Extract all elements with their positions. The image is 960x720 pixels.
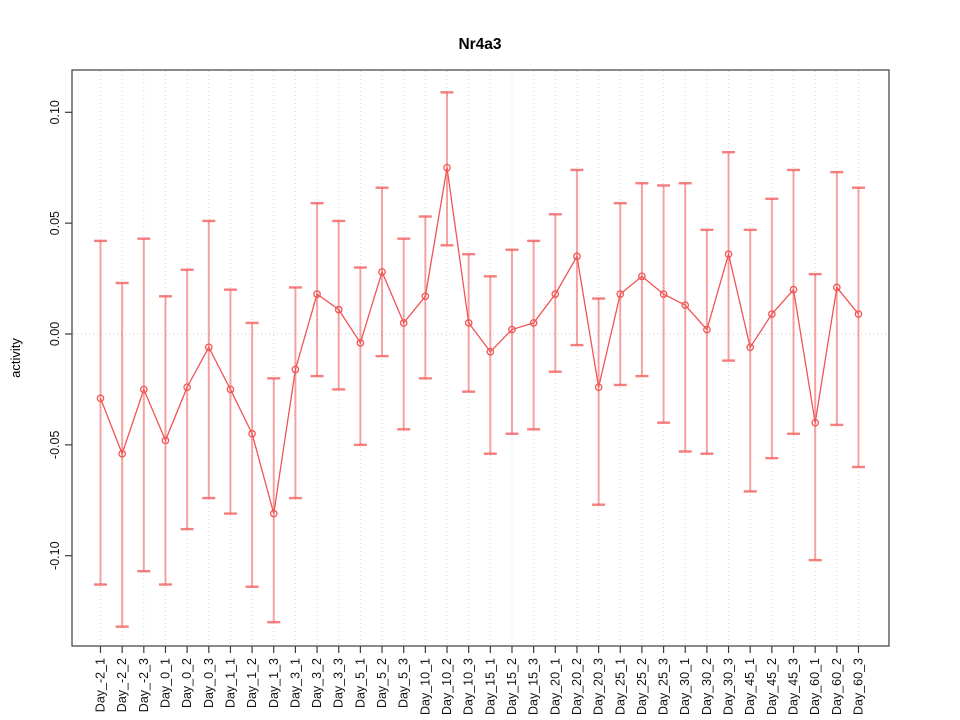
data-point-marker <box>334 305 343 314</box>
data-point-marker <box>616 290 625 298</box>
y-tick-label: 0.05 <box>48 211 62 235</box>
x-category-label: Day_20_2 <box>570 658 584 715</box>
data-point-marker <box>313 290 321 298</box>
x-category-label: Day_60_1 <box>808 658 822 715</box>
data-point-marker <box>421 292 430 301</box>
x-category-label: Day_1_1 <box>223 658 237 708</box>
x-category-label: Day_10_3 <box>462 658 476 715</box>
series-layer <box>96 163 863 518</box>
x-category-label: Day_0_2 <box>180 658 194 708</box>
data-point-marker <box>378 268 386 276</box>
data-point-marker <box>638 272 646 281</box>
y-tick-label: 0.00 <box>48 322 62 346</box>
x-category-label: Day_5_3 <box>397 658 411 708</box>
data-point-marker <box>399 319 408 327</box>
x-category-label: Day_-2_3 <box>137 658 151 712</box>
data-point-marker <box>789 285 798 294</box>
data-point-marker <box>269 509 278 518</box>
x-category-label: Day_3_2 <box>310 658 324 708</box>
data-point-marker <box>161 436 170 445</box>
data-point-marker <box>486 347 495 356</box>
x-category-label: Day_15_3 <box>527 658 541 715</box>
x-category-label: Day_60_3 <box>851 658 865 715</box>
data-point-marker <box>811 418 820 427</box>
data-point-marker <box>854 310 863 318</box>
x-category-label: Day_45_3 <box>787 658 801 715</box>
x-category-label: Day_3_3 <box>332 658 346 708</box>
x-category-label: Day_45_2 <box>765 658 779 715</box>
y-tick-label: -0.05 <box>48 431 62 460</box>
data-point-marker <box>291 365 300 374</box>
data-point-marker <box>724 250 733 259</box>
chart-title: Nr4a3 <box>458 36 501 53</box>
data-point-marker <box>508 325 516 334</box>
data-point-marker <box>96 394 105 403</box>
data-point-marker <box>659 290 668 298</box>
data-point-marker <box>681 301 690 310</box>
y-tick-label: 0.10 <box>48 100 62 124</box>
data-point-marker <box>703 325 711 334</box>
data-point-marker <box>226 385 235 394</box>
x-category-label: Day_25_3 <box>657 658 671 715</box>
data-point-marker <box>183 383 191 392</box>
data-point-marker <box>594 383 603 392</box>
error-bars-layer <box>94 91 865 628</box>
x-category-label: Day_15_1 <box>483 658 497 715</box>
x-category-label: Day_0_1 <box>158 658 172 708</box>
x-category-label: Day_1_2 <box>245 658 259 708</box>
x-category-label: Day_15_2 <box>505 658 519 715</box>
x-category-label: Day_0_3 <box>202 658 216 708</box>
x-category-label: Day_-2_2 <box>115 658 129 712</box>
data-point-marker <box>139 385 148 394</box>
x-category-label: Day_10_1 <box>418 658 432 715</box>
axes-layer: 0.10 0.05 0.00 -0.05 -0.10 Day_-2_1 Day_-2_2 Da… <box>48 100 865 715</box>
x-category-label: Day_5_2 <box>375 658 389 708</box>
data-point-marker <box>464 319 473 327</box>
x-category-label: Day_20_1 <box>548 658 562 715</box>
data-point-marker <box>529 319 538 327</box>
x-category-label: Day_30_3 <box>722 658 736 715</box>
plot-border-box <box>71 69 890 647</box>
series-line <box>99 167 859 514</box>
x-category-label: Day_10_2 <box>440 658 454 715</box>
gridlines-layer <box>73 71 888 645</box>
x-category-label: Day_25_2 <box>635 658 649 715</box>
data-point-marker <box>443 163 451 172</box>
data-point-marker <box>118 449 127 458</box>
x-category-label: Day_5_1 <box>353 658 367 708</box>
x-category-label: Day_45_1 <box>743 658 757 715</box>
y-axis-label: activity <box>8 338 23 378</box>
x-category-label: Day_60_2 <box>830 658 844 715</box>
x-category-label: Day_3_1 <box>288 658 302 708</box>
data-point-marker <box>832 283 841 292</box>
data-point-marker <box>204 343 213 352</box>
data-point-marker <box>768 310 776 318</box>
y-tick-label: -0.10 <box>48 541 62 570</box>
x-category-label: Day_30_1 <box>678 658 692 715</box>
data-point-marker <box>356 339 365 347</box>
x-category-label: Day_1_3 <box>267 658 281 708</box>
data-point-marker <box>551 290 560 298</box>
data-point-marker <box>746 343 755 352</box>
x-category-label: Day_-2_1 <box>94 658 108 712</box>
x-category-label: Day_25_1 <box>613 658 627 715</box>
x-category-label: Day_30_2 <box>700 658 714 715</box>
data-point-marker <box>573 252 581 261</box>
data-point-marker <box>248 429 256 438</box>
x-category-label: Day_20_3 <box>592 658 606 715</box>
